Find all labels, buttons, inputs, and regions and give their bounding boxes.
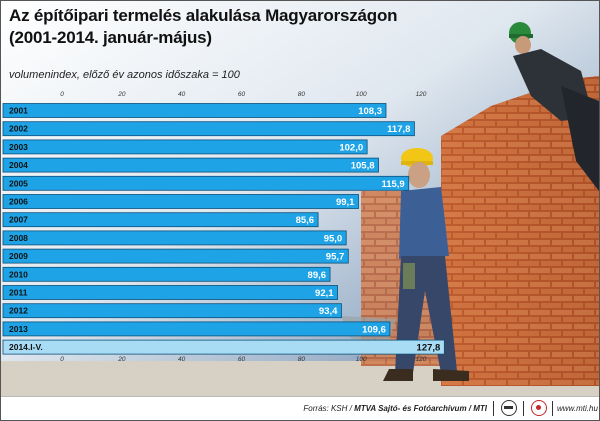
value-label: 95,0 [324,233,343,244]
bar [2,266,331,282]
value-label: 92,1 [315,288,334,299]
bar [2,194,359,209]
category-label: 2011 [9,288,28,298]
top-tick-label: 80 [298,91,306,98]
chart-subtitle: volumenindex, előző év azonos időszaka =… [9,69,240,81]
bottom-axis: 0 20 40 60 80 100 120 [60,356,427,363]
value-label: 85,6 [296,215,315,226]
top-tick-label: 100 [356,91,367,98]
bottom-tick-label: 100 [356,356,367,363]
bar [2,121,415,137]
category-label: 2005 [9,178,28,188]
bar [2,175,410,191]
value-label: 127,8 [417,343,441,354]
category-label: 2007 [9,215,28,225]
bottom-tick-label: 80 [298,356,306,363]
value-label: 95,7 [326,252,345,263]
value-label: 115,9 [381,179,404,190]
bottom-tick-label: 60 [238,356,246,363]
category-label: 2013 [9,324,28,334]
bar [2,103,387,118]
bar [2,303,342,319]
footer: Forrás: KSH / MTVA Sajtó- és Fotóarchívu… [1,396,599,420]
value-label: 108,3 [358,106,382,117]
source-prefix: Forrás: KSH / [303,404,355,413]
category-label: 2009 [9,251,28,261]
footer-separator [493,401,494,416]
value-label: 102,0 [339,142,363,153]
bar [2,212,319,228]
category-label: 2006 [9,197,28,207]
bars-group: 2001 108,3 2002 117,8 2003 102,0 2004 105,8 2005… [2,103,445,355]
value-label: 93,4 [319,306,338,317]
source-agency: MTVA Sajtó- és Fotóarchívum / MTI [354,404,487,413]
bar [2,339,445,355]
footer-separator [552,401,553,416]
chart-title-line2: (2001-2014. január-május) [9,28,212,47]
value-label: 99,1 [336,197,355,208]
bottom-tick-label: 120 [416,356,427,363]
category-label: 2004 [9,160,28,170]
value-label: 105,8 [351,161,375,172]
bar [2,248,349,264]
bottom-tick-label: 40 [178,356,186,363]
source-credit: Forrás: KSH / MTVA Sajtó- és Fotóarchívu… [303,404,487,413]
bar [2,285,338,300]
bar [2,321,391,337]
top-axis: 0 20 40 60 80 100 120 [60,91,427,98]
value-label: 117,8 [387,124,410,135]
mti-logo-icon [501,400,517,416]
category-label: 2008 [9,233,28,243]
category-label: 2010 [9,269,28,279]
category-label: 2012 [9,306,28,316]
top-tick-label: 40 [178,91,186,98]
bar-chart: 0 20 40 60 80 100 120 2001 108,3 2002 117,8 2003 10… [2,91,445,363]
category-label: 2001 [9,106,28,116]
bar [2,157,379,173]
chart-title: Az építőipari termelés alakulása Magyaro… [9,5,439,49]
bottom-tick-label: 20 [117,356,126,363]
value-label: 109,6 [362,324,386,335]
category-label: 2002 [9,124,28,134]
top-tick-label: 60 [238,91,246,98]
bar [2,139,368,155]
footer-separator [523,401,524,416]
top-tick-label: 20 [117,91,126,98]
category-label: 2003 [9,142,28,152]
value-label: 89,6 [308,270,327,281]
mtva-logo-icon [531,400,547,416]
bottom-tick-label: 0 [60,356,64,363]
top-tick-label: 120 [416,91,427,98]
website-link[interactable]: www.mti.hu [557,404,598,413]
top-tick-label: 0 [60,91,64,98]
category-label: 2014.I-V. [9,342,43,352]
chart-title-line1: Az építőipari termelés alakulása Magyaro… [9,6,398,25]
bar [2,230,347,246]
